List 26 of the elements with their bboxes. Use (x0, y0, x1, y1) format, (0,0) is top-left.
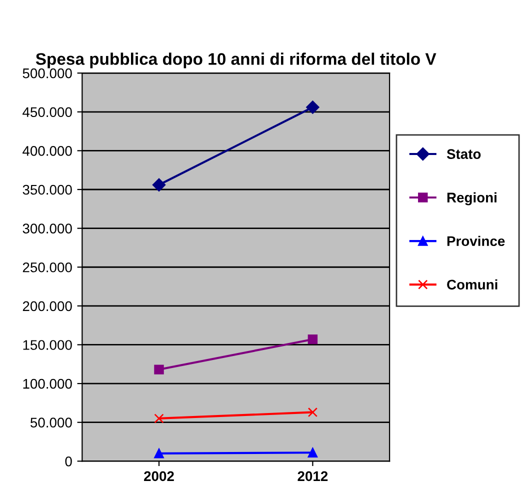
y-tick-label: 150.000 (23, 340, 72, 350)
y-tick-label: 500.000 (22, 68, 72, 78)
legend-label: Province (447, 236, 505, 246)
point (154, 448, 164, 458)
y-tick-label: 450.000 (22, 107, 72, 118)
y-tick-label: 100.000 (23, 378, 72, 389)
point (308, 448, 318, 458)
point (154, 414, 164, 424)
point (152, 178, 166, 192)
legend-label: Regioni (447, 192, 496, 206)
legend-label: Stato (446, 149, 481, 159)
y-tick-label: 250.000 (22, 262, 72, 272)
chart-title: Spesa pubblica dopo 10 anni di riforma del titolo V (36, 52, 436, 68)
point (306, 100, 320, 114)
y-tick-label: 0 (65, 456, 72, 466)
point (308, 407, 318, 418)
x-tick-label: 2002 (144, 471, 174, 482)
x-tick-label: 2012 (298, 471, 328, 482)
y-tick-label: 400.000 (22, 146, 72, 156)
legend-label: Comuni (447, 279, 498, 290)
y-tick-label: 350.000 (22, 184, 72, 195)
point (154, 364, 164, 374)
point (308, 334, 318, 344)
y-tick-label: 300.000 (22, 224, 72, 234)
y-tick-label: 50.000 (30, 418, 72, 428)
y-tick-label: 200.000 (22, 301, 72, 312)
